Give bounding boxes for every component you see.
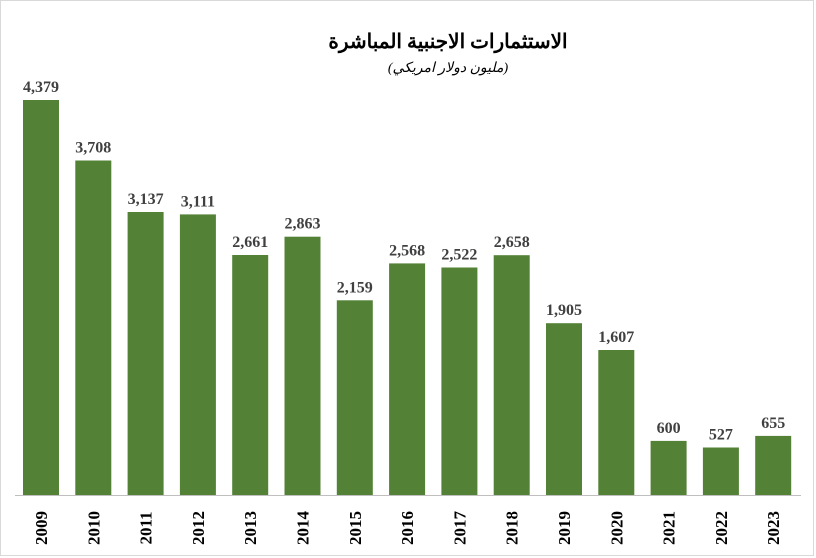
x-tick-label-2021: 2021	[660, 511, 679, 545]
data-label-2021: 600	[657, 420, 681, 437]
x-tick-label-2010: 2010	[84, 511, 103, 545]
x-tick-label-2020: 2020	[607, 511, 626, 545]
x-tick-label-2013: 2013	[241, 511, 260, 545]
x-tick-label-2011: 2011	[137, 511, 156, 544]
x-tick-label-2023: 2023	[764, 511, 783, 545]
bar-2014	[284, 236, 321, 495]
x-tick-label-2019: 2019	[555, 511, 574, 545]
bar-2015	[336, 300, 373, 495]
data-label-2011: 3,137	[128, 191, 164, 208]
x-tick-label-2022: 2022	[712, 511, 731, 545]
x-tick-label-2016: 2016	[398, 511, 417, 545]
chart-subtitle: (مليون دولار امريكي)	[388, 61, 509, 76]
bar-2009	[23, 100, 59, 495]
x-tick-label-2012: 2012	[189, 511, 208, 545]
chart-title: الاستثمارات الاجنبية المباشرة	[328, 31, 567, 54]
data-label-2020: 1,607	[598, 329, 634, 346]
bar-2012	[179, 214, 216, 495]
bars-group: 4,379 2009 3,708 2010 3,137 2011 3,111 2012 2,66…	[23, 79, 792, 546]
data-label-2019: 1,905	[546, 302, 582, 319]
bar-2010	[75, 160, 112, 495]
bar-2011	[127, 212, 164, 495]
data-label-2016: 2,568	[389, 242, 425, 259]
bar-2017	[441, 267, 478, 495]
x-tick-label-2017: 2017	[450, 511, 469, 546]
x-tick-label-2018: 2018	[503, 511, 522, 545]
data-label-2012: 3,111	[181, 193, 215, 210]
bar-2021	[650, 440, 687, 495]
bar-2023	[755, 435, 792, 495]
data-label-2023: 655	[761, 415, 785, 432]
data-label-2022: 527	[709, 427, 733, 444]
x-tick-label-2015: 2015	[346, 511, 365, 545]
data-label-2013: 2,661	[232, 234, 268, 251]
data-label-2010: 3,708	[75, 140, 111, 157]
data-label-2018: 2,658	[494, 234, 530, 251]
data-label-2015: 2,159	[337, 279, 373, 296]
x-tick-label-2014: 2014	[294, 511, 313, 546]
data-label-2014: 2,863	[285, 216, 321, 233]
x-tick-label-2009: 2009	[32, 511, 51, 545]
data-label-2009: 4,379	[23, 79, 59, 96]
bar-2022	[702, 447, 739, 495]
bar-2013	[232, 255, 269, 495]
bar-2016	[389, 263, 426, 495]
data-label-2017: 2,522	[441, 247, 477, 264]
bar-2019	[546, 323, 582, 495]
bar-2020	[598, 350, 635, 495]
bar-2018	[493, 255, 530, 495]
